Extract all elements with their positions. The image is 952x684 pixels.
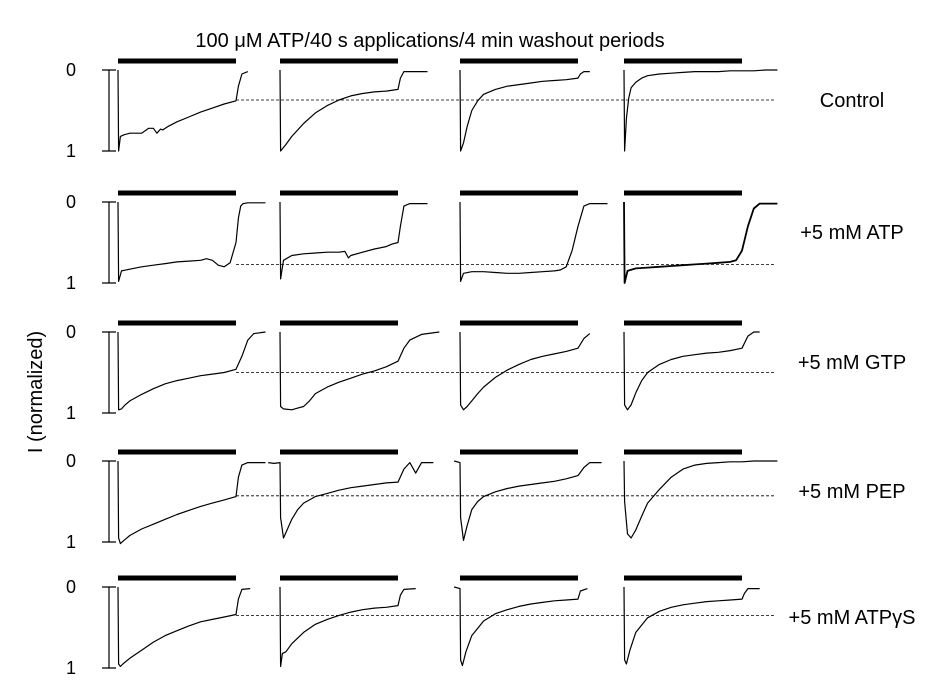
current-trace — [453, 460, 602, 541]
y-tick-label: 0 — [66, 451, 76, 471]
current-trace — [279, 201, 428, 280]
row-4: 0 1 +5 mM PEP — [66, 449, 906, 552]
current-trace — [117, 586, 251, 667]
current-trace — [453, 586, 588, 667]
current-trace — [459, 331, 591, 411]
row-5: 0 1 +5 mM ATPγS — [66, 575, 916, 678]
trace-rows: 0 1 Control 0 1 +5 mM ATP 0 1 +5 mM GTP 0 1 +5 mM P… — [66, 58, 916, 678]
row-3: 0 1 +5 mM GTP — [66, 320, 906, 423]
figure-title: 100 μM ATP/40 s applications/4 min washo… — [195, 30, 664, 52]
current-trace — [623, 69, 778, 152]
condition-label: Control — [820, 90, 884, 112]
current-trace — [623, 586, 760, 665]
y-tick-label: 1 — [66, 658, 76, 678]
current-trace — [117, 69, 249, 152]
row-2: 0 1 +5 mM ATP — [66, 190, 904, 293]
current-trace — [117, 201, 266, 282]
current-trace — [459, 69, 590, 152]
y-tick-label: 1 — [66, 532, 76, 552]
condition-label: +5 mM ATPγS — [789, 607, 916, 629]
y-axis-bracket — [102, 331, 116, 414]
current-trace — [268, 462, 434, 539]
y-tick-label: 0 — [66, 192, 76, 212]
current-trace — [459, 201, 608, 282]
y-axis-bracket — [102, 460, 116, 543]
y-tick-label: 0 — [66, 577, 76, 597]
y-axis-bracket — [102, 586, 116, 669]
y-axis-label: I (normalized) — [25, 331, 47, 453]
current-trace — [623, 460, 778, 539]
current-trace — [117, 460, 266, 545]
y-tick-label: 1 — [66, 141, 76, 161]
y-axis-bracket — [102, 69, 116, 152]
y-tick-label: 0 — [66, 60, 76, 80]
condition-label: +5 mM GTP — [798, 352, 906, 374]
y-axis-bracket — [102, 201, 116, 284]
condition-label: +5 mM PEP — [798, 481, 905, 503]
current-trace — [623, 331, 760, 411]
row-1: 0 1 Control — [66, 58, 884, 161]
condition-label: +5 mM ATP — [800, 222, 904, 244]
y-tick-label: 1 — [66, 273, 76, 293]
current-trace — [279, 586, 416, 667]
current-trace — [117, 331, 266, 411]
y-tick-label: 1 — [66, 403, 76, 423]
current-trace — [279, 331, 440, 411]
current-trace — [279, 69, 428, 152]
y-tick-label: 0 — [66, 322, 76, 342]
current-trace — [623, 201, 778, 284]
